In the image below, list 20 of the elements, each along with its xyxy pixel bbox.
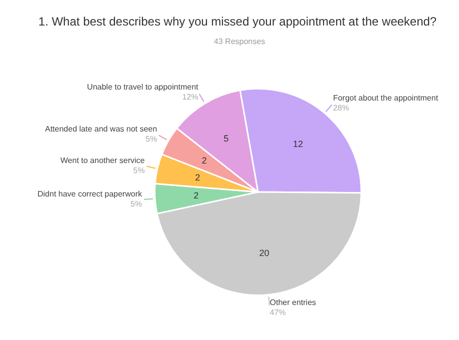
slice-label: Forgot about the appointment <box>333 93 439 102</box>
slice-label: Unable to travel to appointment <box>87 82 200 92</box>
chart-title: 1. What best describes why you missed your appointment at the weekend? <box>38 14 437 28</box>
text: 5% <box>133 166 145 176</box>
data-label: 2 <box>194 190 199 201</box>
data-label: 5 <box>224 133 229 144</box>
data-label: 2 <box>202 156 207 166</box>
text: 5% <box>130 200 142 209</box>
slice-label: Didnt have correct paperwork <box>37 190 143 199</box>
data-label: 20 <box>259 248 270 258</box>
data-label: 2 <box>195 172 200 183</box>
text: 47% <box>270 308 286 317</box>
text: 28% <box>333 103 350 112</box>
text: 12% <box>182 92 198 102</box>
slice-label: Other entries <box>270 298 316 307</box>
text: 5% <box>146 134 158 144</box>
slice-label: Went to another service <box>60 156 146 166</box>
data-label: 12 <box>293 139 304 150</box>
chart-subtitle: 43 Responses <box>214 37 266 46</box>
slice-label: Attended late and was not seen <box>44 124 158 134</box>
